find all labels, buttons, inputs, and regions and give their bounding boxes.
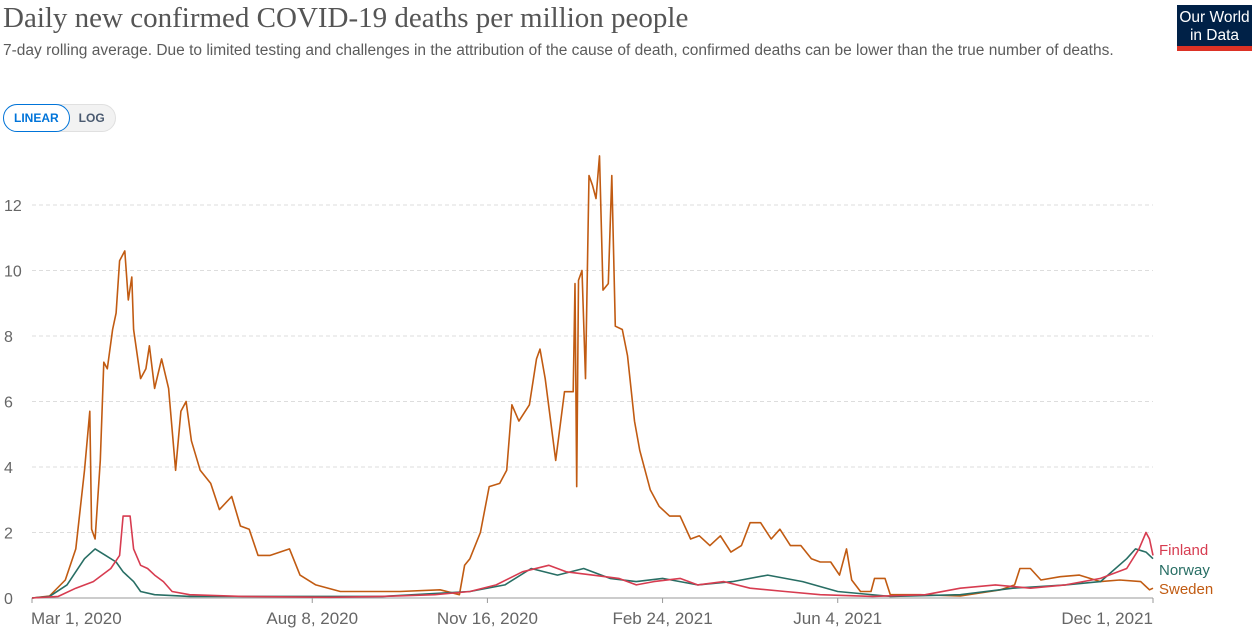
chart-title: Daily new confirmed COVID-19 deaths per … [3,2,689,34]
series-line-sweden [31,155,1154,599]
x-tick-label: Feb 24, 2021 [612,609,712,628]
y-tick-label: 12 [4,198,22,215]
series-line-norway [31,548,1154,599]
y-tick-label: 10 [4,264,22,281]
y-tick-label: 4 [4,460,13,477]
y-tick-label: 6 [4,395,13,412]
y-tick-label: 8 [4,329,13,346]
y-tick-label: 2 [4,526,13,543]
logo-line-1: Our World [1179,9,1250,26]
x-tick-label: Mar 1, 2020 [31,609,122,628]
log-button[interactable]: LOG [78,111,105,125]
x-tick-label: Jun 4, 2021 [793,609,882,628]
legend-label-norway: Norway [1159,562,1210,579]
logo-line-2: in Data [1189,27,1240,44]
linear-button[interactable]: LINEAR [3,104,70,132]
x-tick-label: Nov 16, 2020 [437,609,538,628]
owid-logo[interactable]: Our World in Data [1177,5,1252,51]
x-tick-label: Aug 8, 2020 [266,609,358,628]
x-tick-label: Dec 1, 2021 [1061,609,1153,628]
legend-label-sweden: Sweden [1159,581,1213,598]
y-tick-label: 0 [4,591,13,608]
legend-label-finland: Finland [1159,542,1208,559]
scale-toggle: LINEAR LOG [3,104,116,132]
chart-subtitle: 7-day rolling average. Due to limited te… [3,42,1114,59]
series-line-finland [31,515,1154,599]
